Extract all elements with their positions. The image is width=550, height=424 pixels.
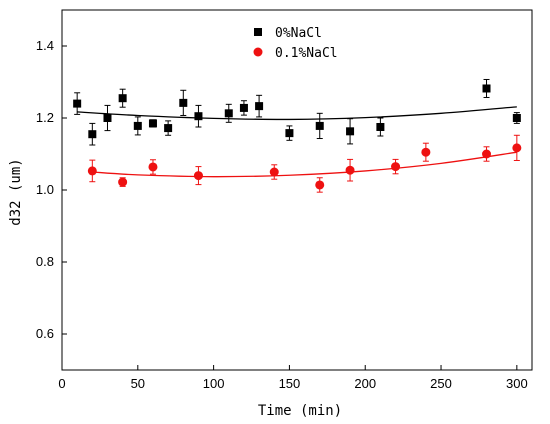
y-tick-label: 1.4 [36,38,54,53]
data-point-series-1 [421,147,431,157]
fit-curve-series-0 [77,106,517,121]
data-point-series-0 [88,130,97,139]
x-tick-label: 0 [58,376,65,391]
data-point-series-1 [512,143,522,153]
legend-label-0-nacl: 0%NaCl [275,26,322,41]
data-point-series-0 [482,84,491,93]
data-point-series-0 [285,129,294,138]
data-marks [73,78,522,193]
data-point-series-0 [164,124,173,133]
y-tick-label: 1.2 [36,110,54,125]
data-point-series-1 [118,177,128,187]
fit-curves [77,106,517,178]
y-tick-label: 0.8 [36,254,54,269]
data-point-series-0 [346,127,355,136]
data-point-series-0 [224,109,233,118]
data-point-series-0 [239,103,248,112]
data-point-series-1 [482,149,492,159]
legend-marker-0-1-nacl [253,47,263,57]
x-tick-label: 100 [203,376,225,391]
y-tick-label: 0.6 [36,326,54,341]
data-point-series-0 [512,114,521,122]
axis-ticks: 0 50 100 150 200 250 300 0.6 0.8 1.0 1.2 1.4 [36,38,528,391]
y-tick-label: 1.0 [36,182,54,197]
data-point-series-0 [376,123,385,131]
y-axis-title: d32 (um) [8,158,24,225]
legend-marker-0-nacl [254,28,262,36]
data-point-series-1 [315,180,325,190]
data-point-series-1 [345,165,355,175]
data-point-series-0 [103,114,112,122]
x-tick-label: 50 [131,376,145,391]
data-point-series-1 [193,171,203,181]
x-axis-title: Time (min) [258,403,342,419]
data-point-series-1 [391,162,401,172]
data-point-series-0 [148,119,157,128]
legend-label-0-1-nacl: 0.1%NaCl [275,46,338,61]
data-point-series-0 [118,94,127,103]
data-point-series-0 [194,112,203,121]
plot-frame [61,9,533,371]
data-point-series-0 [255,102,264,111]
data-point-series-0 [73,99,82,108]
fit-curve-series-1 [92,151,517,178]
plot-border [61,9,533,371]
data-point-series-0 [133,121,142,130]
x-tick-label: 300 [506,376,528,391]
data-point-series-1 [269,167,279,177]
x-tick-label: 150 [279,376,301,391]
data-point-series-1 [148,162,158,172]
x-tick-label: 200 [354,376,376,391]
data-point-series-0 [179,98,188,107]
data-point-series-0 [315,121,324,130]
legend: 0%NaCl 0.1%NaCl [253,26,338,61]
data-point-series-1 [87,166,97,176]
x-tick-label: 250 [430,376,452,391]
